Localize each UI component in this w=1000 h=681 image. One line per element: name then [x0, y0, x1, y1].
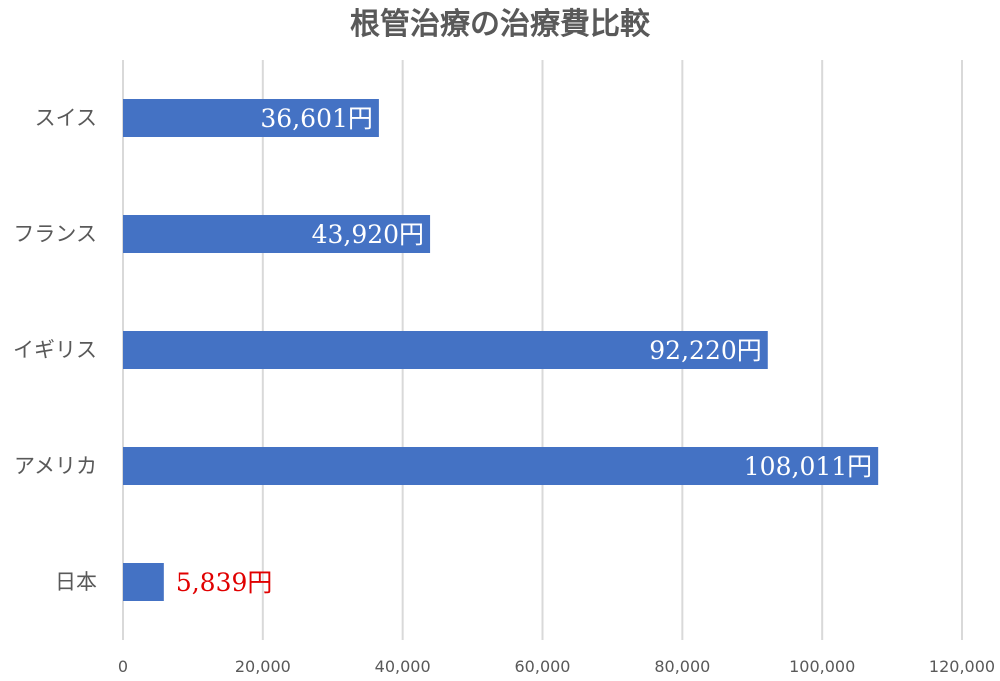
- x-tick-label: 80,000: [654, 657, 710, 676]
- category-label: スイス: [35, 106, 97, 130]
- category-label: イギリス: [13, 338, 97, 362]
- bar: [123, 447, 879, 485]
- bars: [123, 99, 879, 601]
- data-labels: 36,601円 43,920円 92,220円 108,011円 5,839円: [176, 104, 872, 597]
- category-label: アメリカ: [14, 454, 97, 478]
- x-tick-label: 20,000: [235, 657, 291, 676]
- x-tick-label: 0: [118, 657, 128, 676]
- bar: [123, 99, 379, 137]
- x-tick-label: 40,000: [375, 657, 431, 676]
- data-label: 36,601円: [260, 104, 372, 133]
- x-tick-label: 120,000: [929, 657, 995, 676]
- x-tick-label: 60,000: [515, 657, 571, 676]
- x-axis-ticks: 0 20,000 40,000 60,000 80,000 100,000 120,000: [118, 657, 995, 676]
- bar: [123, 215, 431, 253]
- data-label: 43,920円: [312, 220, 424, 249]
- data-label: 92,220円: [649, 336, 761, 365]
- data-label: 5,839円: [176, 568, 273, 597]
- bar: [123, 563, 164, 601]
- data-label: 108,011円: [744, 452, 872, 481]
- bar: [123, 331, 768, 369]
- category-label: フランス: [13, 222, 97, 246]
- x-tick-label: 100,000: [789, 657, 855, 676]
- chart-title: 根管治療の治療費比較: [350, 7, 651, 42]
- category-label: 日本: [55, 570, 97, 594]
